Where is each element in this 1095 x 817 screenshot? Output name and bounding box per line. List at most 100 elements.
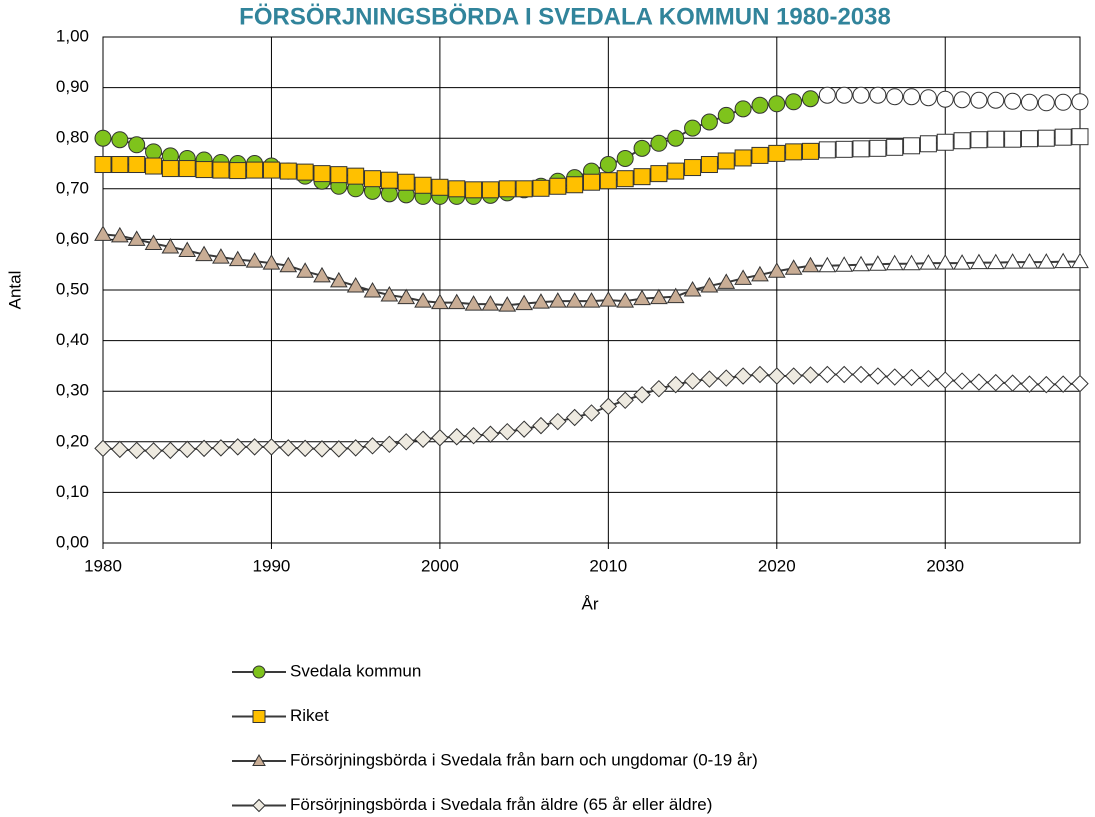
- marker: [128, 156, 146, 174]
- marker: [599, 397, 618, 416]
- marker: [229, 438, 247, 456]
- marker: [1054, 128, 1072, 146]
- marker: [252, 798, 266, 813]
- marker: [296, 439, 314, 458]
- marker: [565, 408, 584, 427]
- marker: [1054, 93, 1072, 111]
- marker: [734, 269, 752, 285]
- marker: [667, 129, 685, 147]
- marker: [363, 282, 382, 298]
- marker: [111, 156, 129, 174]
- marker: [886, 88, 904, 106]
- marker: [700, 370, 719, 388]
- marker: [195, 439, 213, 458]
- marker: [1071, 374, 1089, 393]
- marker: [1071, 252, 1089, 269]
- marker: [784, 367, 803, 385]
- marker: [650, 379, 668, 398]
- marker: [919, 369, 938, 388]
- marker: [818, 365, 837, 384]
- marker: [161, 237, 180, 254]
- marker: [852, 365, 870, 384]
- marker: [734, 100, 752, 118]
- marker: [228, 250, 247, 267]
- x-tick-label: 1980: [84, 556, 122, 575]
- marker: [767, 262, 786, 278]
- marker: [111, 131, 129, 149]
- marker: [936, 133, 954, 151]
- marker: [515, 294, 533, 311]
- marker: [532, 179, 550, 197]
- marker: [919, 89, 937, 107]
- marker: [633, 168, 651, 186]
- marker: [414, 176, 432, 194]
- marker: [650, 134, 668, 152]
- marker: [751, 96, 769, 114]
- marker: [431, 429, 449, 447]
- marker: [481, 181, 499, 199]
- x-tick-label: 1990: [253, 556, 291, 575]
- marker: [380, 435, 399, 454]
- y-tick-label: 1,00: [56, 26, 89, 45]
- marker: [448, 180, 466, 198]
- marker: [1003, 253, 1022, 269]
- marker: [252, 753, 266, 766]
- marker: [583, 173, 600, 191]
- marker: [936, 90, 954, 108]
- marker: [885, 368, 904, 386]
- marker: [464, 295, 483, 311]
- marker: [835, 256, 854, 272]
- marker: [313, 440, 331, 458]
- marker: [751, 265, 769, 282]
- marker: [818, 86, 836, 104]
- marker: [397, 433, 415, 451]
- marker: [195, 245, 213, 262]
- marker: [1071, 93, 1089, 111]
- marker: [178, 241, 197, 258]
- marker: [667, 162, 685, 180]
- marker: [515, 180, 533, 198]
- marker: [1003, 374, 1022, 392]
- marker: [481, 295, 500, 311]
- marker: [1020, 93, 1038, 111]
- marker: [94, 439, 112, 458]
- marker: [633, 289, 651, 306]
- marker: [397, 288, 416, 305]
- marker: [1071, 128, 1089, 146]
- marker: [465, 181, 483, 199]
- marker: [1054, 375, 1072, 393]
- marker: [212, 439, 230, 457]
- marker: [650, 288, 668, 305]
- x-tick-label: 2020: [758, 556, 796, 575]
- marker: [245, 252, 264, 268]
- marker: [532, 293, 550, 309]
- marker: [987, 373, 1005, 392]
- marker: [94, 129, 112, 147]
- marker: [252, 665, 266, 679]
- marker: [582, 404, 601, 422]
- marker: [902, 254, 921, 271]
- marker: [1037, 375, 1056, 394]
- marker: [886, 138, 904, 156]
- marker: [245, 438, 264, 456]
- marker: [1037, 94, 1055, 112]
- marker: [1020, 375, 1039, 393]
- marker: [953, 372, 971, 390]
- marker: [161, 160, 179, 178]
- marker: [869, 367, 887, 385]
- chart-title: FÖRSÖRJNINGSBÖRDA I SVEDALA KOMMUN 1980-…: [239, 3, 891, 30]
- legend-label: Svedala kommun: [290, 661, 421, 680]
- marker: [835, 140, 853, 158]
- marker: [431, 293, 449, 310]
- marker: [986, 253, 1005, 270]
- marker: [110, 226, 129, 243]
- marker: [161, 441, 180, 460]
- marker: [768, 367, 786, 385]
- marker: [380, 171, 398, 189]
- y-tick-label: 0,10: [56, 482, 89, 501]
- x-axis-label: År: [582, 594, 599, 613]
- marker: [498, 180, 516, 198]
- marker: [548, 292, 567, 308]
- marker: [919, 254, 938, 270]
